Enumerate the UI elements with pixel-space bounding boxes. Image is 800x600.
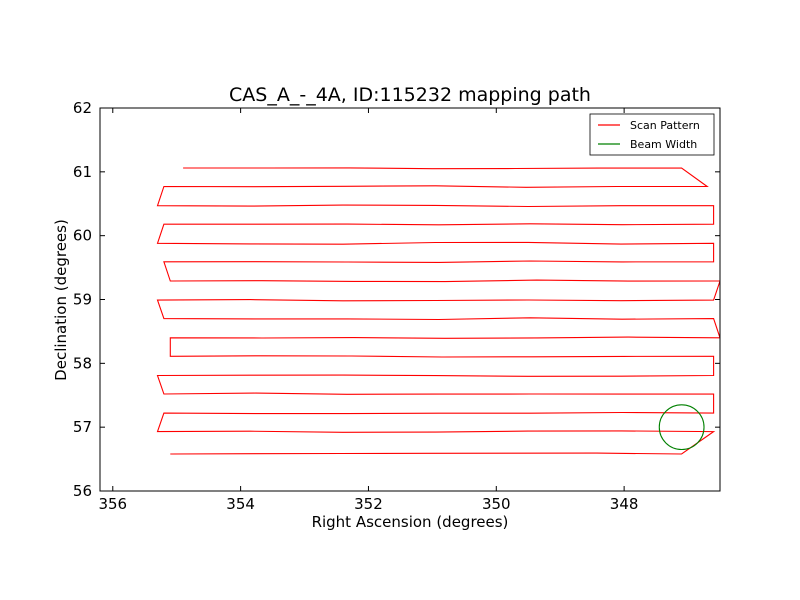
legend-box [589, 113, 715, 156]
legend-label-scan-pattern: Scan Pattern [630, 119, 700, 132]
legend-label-beam-width: Beam Width [630, 138, 697, 151]
scan-pattern-line [156, 167, 720, 455]
beam-width-circle [658, 404, 705, 451]
beam-width-layer [658, 404, 705, 451]
x-tick-label: 352 [354, 495, 383, 513]
y-tick-label: 56 [73, 482, 92, 500]
x-axis: 356 354 352 350 348 [98, 108, 638, 513]
scan-pattern-layer [156, 167, 720, 455]
y-axis: 56 57 58 59 60 61 62 [73, 99, 720, 500]
y-tick-label: 60 [73, 227, 92, 245]
y-tick-label: 62 [73, 99, 92, 117]
x-tick-label: 354 [226, 495, 255, 513]
legend: Scan Pattern Beam Width [589, 113, 715, 156]
y-tick-label: 57 [73, 418, 92, 436]
chart-title: CAS_A_-_4A, ID:115232 mapping path [229, 84, 591, 106]
y-tick-label: 61 [73, 163, 92, 181]
x-tick-label: 356 [98, 495, 127, 513]
x-axis-label: Right Ascension (degrees) [312, 513, 509, 531]
y-tick-label: 58 [73, 354, 92, 372]
x-tick-label: 350 [482, 495, 511, 513]
y-tick-label: 59 [73, 291, 92, 309]
y-axis-label: Declination (degrees) [52, 219, 70, 381]
x-tick-label: 348 [610, 495, 639, 513]
